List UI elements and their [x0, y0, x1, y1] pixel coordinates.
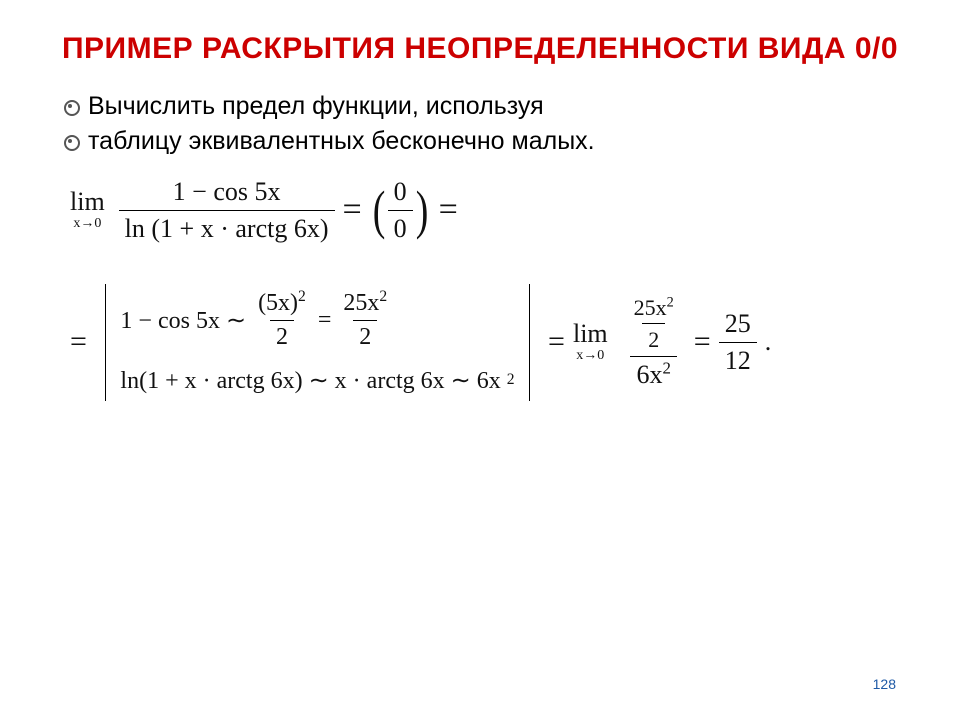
slide-title: ПРИМЕР РАСКРЫТИЯ НЕОПРЕДЕЛЕННОСТИ ВИДА 0… — [60, 30, 900, 68]
lim-sub: x→0 — [73, 217, 101, 231]
bullet-item: таблицу эквивалентных бесконечно малых. — [60, 125, 900, 159]
equiv-line-1: 1 − cos 5x ∼ (5x)2 2 = 25x2 2 — [120, 290, 514, 352]
period: . — [765, 327, 772, 357]
equals-sign: = — [70, 325, 87, 359]
fraction: 25x2 2 6x2 — [622, 295, 686, 389]
equals-sign: = — [548, 325, 565, 359]
equation-2: = 1 − cos 5x ∼ (5x)2 2 = 25x2 2 — [70, 284, 900, 401]
numerator: 1 − cos 5x — [167, 177, 287, 210]
equation-1: lim x→0 1 − cos 5x ln (1 + x · arctg 6x)… — [70, 177, 900, 244]
equals-sign: = — [343, 191, 362, 229]
equals-sign: = — [439, 191, 458, 229]
substitution-bars: 1 − cos 5x ∼ (5x)2 2 = 25x2 2 ln(1 + x ·… — [95, 284, 540, 401]
equiv-line-2: ln(1 + x · arctg 6x) ∼ x · arctg 6x ∼ 6x… — [120, 366, 514, 395]
bullet-item: Вычислить предел функции, используя — [60, 90, 900, 124]
page-number: 128 — [873, 676, 896, 692]
denominator: ln (1 + x · arctg 6x) — [119, 210, 335, 244]
indet-den: 0 — [388, 210, 413, 244]
bullet-list: Вычислить предел функции, используя табл… — [60, 90, 900, 160]
indeterminate-form: ( 0 0 ) — [370, 177, 431, 244]
limit-operator: lim x→0 — [70, 189, 105, 231]
indet-num: 0 — [388, 177, 413, 210]
slide: ПРИМЕР РАСКРЫТИЯ НЕОПРЕДЕЛЕННОСТИ ВИДА 0… — [0, 0, 960, 431]
fraction: 1 − cos 5x ln (1 + x · arctg 6x) — [119, 177, 335, 244]
result-fraction: 25 12 — [719, 309, 757, 376]
equals-sign: = — [694, 325, 711, 359]
lim-word: lim — [70, 189, 105, 215]
limit-operator: lim x→0 — [573, 321, 608, 363]
